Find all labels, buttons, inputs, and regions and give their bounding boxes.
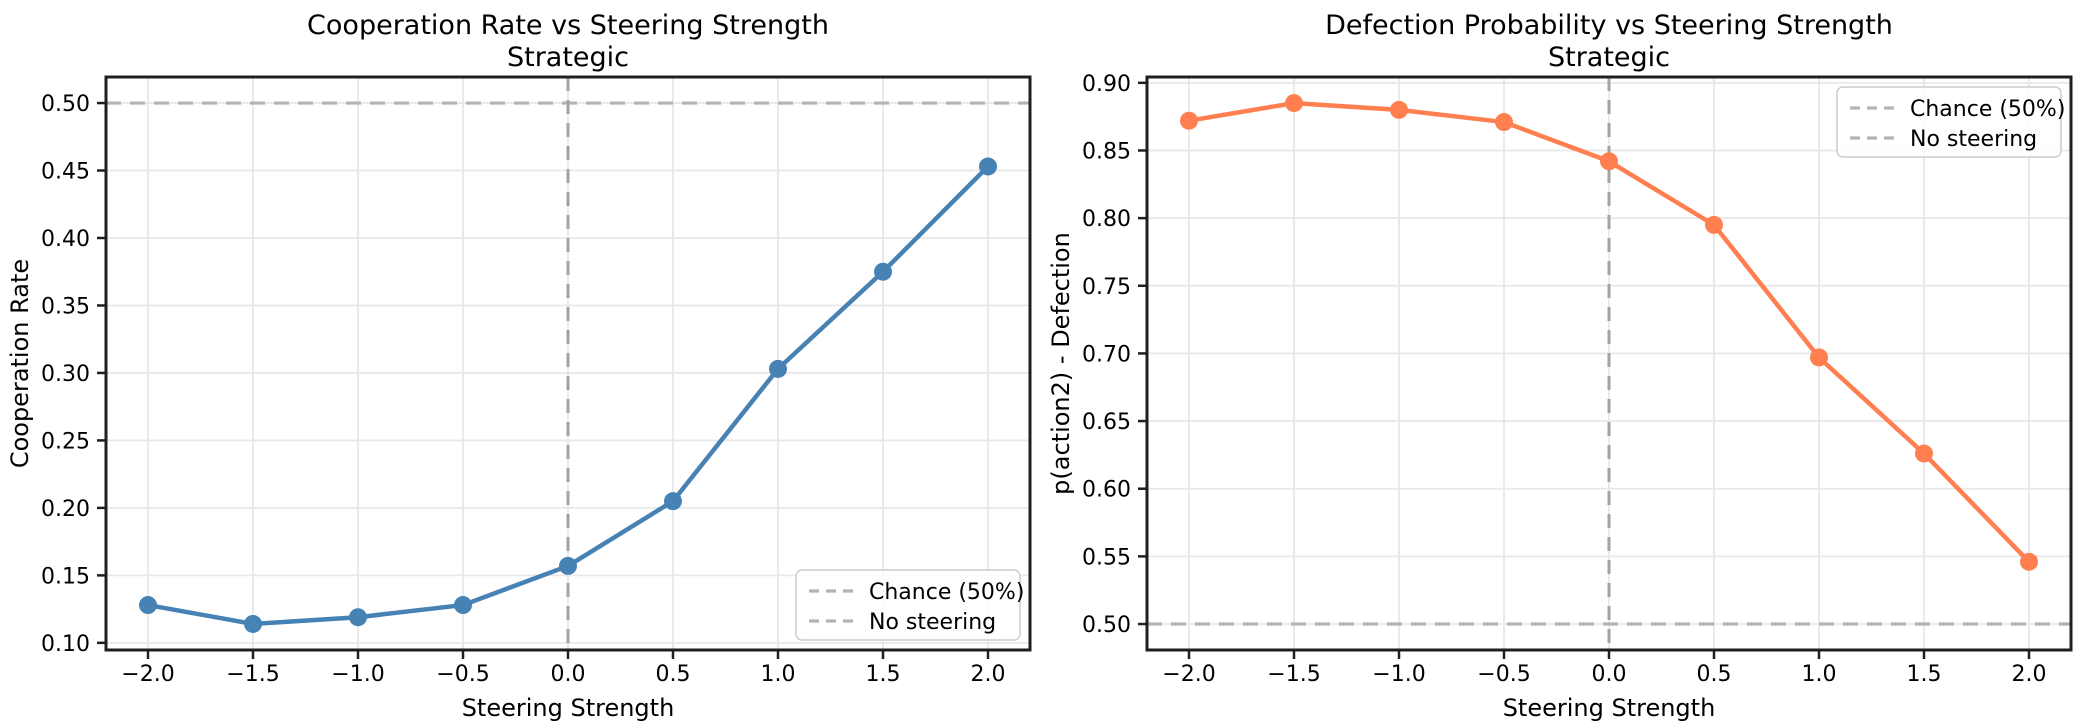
x-tick-label: 1.5	[866, 662, 901, 687]
y-tick-label: 0.70	[1082, 342, 1131, 367]
legend-label: No steering	[869, 610, 996, 635]
y-tick-label: 0.30	[41, 362, 90, 387]
x-tick-label: 2.0	[971, 662, 1006, 687]
data-point	[1810, 348, 1828, 367]
x-tick-label: 0.0	[1592, 662, 1627, 687]
x-axis-label: Steering Strength	[462, 694, 675, 722]
cooperation-rate-chart: −2.0 −1.5 −1.0 −0.5 0.0 0.5 1.0 1.5 2.0 0.10 0.15 0…	[6, 10, 1032, 722]
y-axis-label: p(action2) - Defection	[1047, 232, 1075, 495]
y-tick-label: 0.15	[41, 564, 90, 589]
y-tick-label: 0.25	[41, 429, 90, 454]
data-point	[1600, 152, 1618, 171]
y-tick-label: 0.90	[1082, 72, 1131, 97]
x-tick-label: −1.0	[331, 662, 384, 687]
data-point	[874, 262, 892, 281]
defection-probability-chart: −2.0 −1.5 −1.0 −0.5 0.0 0.5 1.0 1.5 2.0 0.50 0.55 0…	[1047, 10, 2073, 722]
chart-title: Cooperation Rate vs Steering Strength	[307, 10, 829, 41]
data-point	[559, 556, 577, 575]
y-tick-label: 0.75	[1082, 275, 1131, 300]
chart-subtitle: Strategic	[1548, 42, 1670, 73]
x-tick-label: 1.0	[761, 662, 796, 687]
y-tick-label: 0.50	[1082, 613, 1131, 638]
data-point	[139, 596, 157, 615]
x-tick-label: −1.5	[1267, 662, 1320, 687]
data-point	[244, 614, 262, 633]
data-point	[1180, 111, 1198, 130]
x-tick-label: −1.0	[1372, 662, 1425, 687]
y-tick-label: 0.35	[41, 294, 90, 319]
x-tick-label: 0.5	[1697, 662, 1732, 687]
legend-label: Chance (50%)	[869, 580, 1024, 605]
data-point	[1915, 444, 1933, 463]
data-point	[1705, 215, 1723, 234]
data-point	[349, 608, 367, 627]
data-point	[979, 157, 997, 176]
x-tick-label: −0.5	[436, 662, 489, 687]
data-point	[454, 596, 472, 615]
x-tick-label: −0.5	[1477, 662, 1530, 687]
y-tick-label: 0.55	[1082, 545, 1131, 570]
legend-label: Chance (50%)	[1910, 97, 2065, 122]
y-tick-label: 0.45	[41, 160, 90, 185]
x-tick-label: −2.0	[1162, 662, 1215, 687]
data-point	[1495, 113, 1513, 132]
y-tick-label: 0.85	[1082, 139, 1131, 164]
y-tick-label: 0.10	[41, 632, 90, 657]
y-tick-label: 0.40	[41, 227, 90, 252]
y-tick-label: 0.50	[41, 92, 90, 117]
y-tick-label: 0.80	[1082, 207, 1131, 232]
x-tick-label: 0.5	[656, 662, 691, 687]
data-point	[664, 492, 682, 511]
x-tick-label: 1.0	[1802, 662, 1837, 687]
chart-subtitle: Strategic	[507, 42, 629, 73]
y-axis-label: Cooperation Rate	[6, 259, 34, 468]
y-tick-label: 0.65	[1082, 410, 1131, 435]
legend-label: No steering	[1910, 127, 2037, 152]
x-tick-label: −1.5	[226, 662, 279, 687]
data-point	[1390, 100, 1408, 119]
data-point	[1285, 94, 1303, 113]
x-tick-label: −2.0	[121, 662, 174, 687]
x-tick-label: 1.5	[1907, 662, 1942, 687]
y-tick-label: 0.60	[1082, 478, 1131, 503]
x-tick-label: 2.0	[2012, 662, 2047, 687]
data-point	[769, 359, 787, 378]
chart-title: Defection Probability vs Steering Streng…	[1325, 10, 1893, 41]
data-point	[2020, 552, 2038, 571]
x-tick-label: 0.0	[551, 662, 586, 687]
y-tick-label: 0.20	[41, 497, 90, 522]
x-axis-label: Steering Strength	[1503, 694, 1716, 722]
